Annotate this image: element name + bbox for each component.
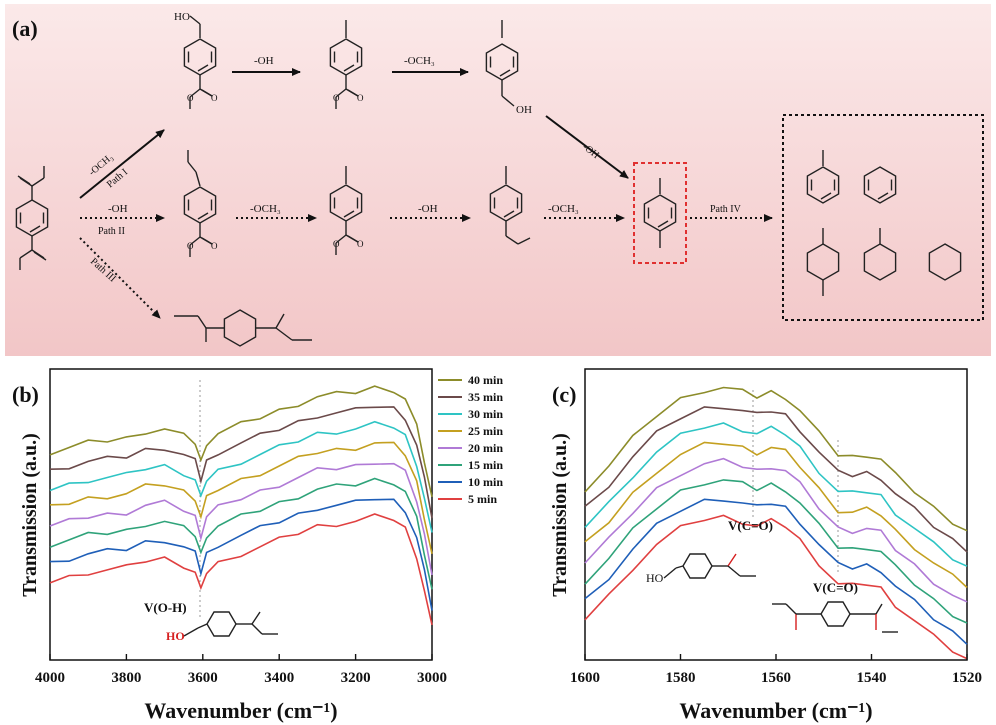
legend-label-15-min: 15 min	[468, 458, 503, 472]
panel-b-series-20-min	[49, 462, 433, 576]
step-row1-och3: -OCH₃	[404, 55, 435, 67]
panel-c-series-25-min	[584, 441, 968, 589]
step-row1-oh: -OH	[254, 55, 274, 67]
panel-c-y-axis-label: Transmission (a.u.)	[549, 433, 571, 597]
methyl-methoxymethylbenzoate-molecule	[183, 150, 219, 258]
panel-b-label: (b)	[12, 382, 39, 407]
panel-c-series-35-min	[584, 406, 968, 553]
panel-b-tick-label-3400: 3400	[264, 670, 294, 686]
panel-b-series-30-min	[49, 420, 433, 533]
methylbenzyl-alcohol-molecule: OH	[485, 20, 532, 116]
methyl-toluate-molecule-2	[329, 166, 365, 256]
reaction-arrows	[79, 68, 773, 319]
panel-b-series-10-min	[49, 498, 433, 611]
time-legend: 40 min 35 min 30 min 25 min 20 min 15 min 10 m…	[438, 373, 503, 506]
svg-text:OH: OH	[516, 104, 532, 116]
panel-b-tick-label-4000: 4000	[35, 670, 65, 686]
panel-a-background	[5, 4, 991, 356]
panel-b-series-5-min	[49, 513, 433, 626]
step-row2-och3: -OCH₃	[250, 203, 281, 215]
panel-c-tick-label-1520: 1520	[952, 670, 982, 686]
panel-c-tick-label-1580: 1580	[666, 670, 696, 686]
panel-b-series	[49, 385, 433, 626]
panel-c-tick-label-1540: 1540	[857, 670, 887, 686]
panel-c-tick-label-1560: 1560	[761, 670, 791, 686]
panel-c-series-5-min	[584, 514, 968, 660]
svg-text:HO: HO	[174, 11, 190, 23]
panel-b-y-axis-label: Transmission (a.u.)	[19, 433, 41, 597]
step-path2-oh: -OH	[108, 203, 128, 215]
step-row2-och3-b: -OCH₃	[548, 203, 579, 215]
step-path4-name: Path IV	[710, 204, 742, 215]
cyclohexane-dicarboxylate-molecule	[174, 309, 312, 347]
methylbenzyl-methyl-ether-molecule	[489, 166, 531, 245]
panel-c-molecule-2	[772, 601, 898, 633]
arrow-path1	[79, 129, 165, 199]
panel-b-series-35-min	[49, 406, 433, 519]
panel-b-oh-annotation: V(O-H)	[144, 600, 187, 615]
panel-b-molecule: HO	[166, 611, 278, 643]
panel-b-x-ticks: 4000 3800 3600 3400 3200 3000	[35, 654, 447, 686]
p-xylene-molecule	[643, 178, 677, 248]
products-box	[782, 114, 984, 321]
panel-c-co-annotation-1: V(C=O)	[728, 518, 773, 533]
panel-c-series	[584, 386, 968, 660]
panel-c-molecule-1: HO	[646, 553, 756, 585]
dimethylcyclohexane-molecule	[806, 228, 840, 296]
svg-text:HO: HO	[646, 571, 664, 585]
toluene-molecule	[806, 150, 840, 204]
legend-label-40-min: 40 min	[468, 373, 503, 387]
step-row2-oh: -OH	[418, 203, 438, 215]
dimethyl-terephthalate-molecule	[15, 166, 49, 270]
legend-label-30-min: 30 min	[468, 407, 503, 421]
panel-b-series-25-min	[49, 441, 433, 554]
legend-label-10-min: 10 min	[468, 475, 503, 489]
panel-c-series-40-min	[584, 386, 968, 532]
panel-b-series-15-min	[49, 477, 433, 590]
panel-b-series-40-min	[49, 385, 433, 498]
panel-c-x-ticks: 1600 1580 1560 1540 1520	[570, 654, 982, 686]
arrow-path3	[79, 237, 161, 319]
panel-c-label: (c)	[552, 382, 576, 407]
legend-label-35-min: 35 min	[468, 390, 503, 404]
step-path2-name: Path II	[98, 226, 125, 237]
panel-b-tick-label-3000: 3000	[417, 670, 447, 686]
methyl-hydroxymethylbenzoate-molecule: HO	[174, 11, 219, 110]
methylcyclohexane-molecule	[863, 228, 897, 281]
panel-c-tick-label-1600: 1600	[570, 670, 600, 686]
panel-b-x-axis-label: Wavenumber (cm⁻¹)	[144, 698, 337, 723]
panel-c-series-30-min	[584, 422, 968, 567]
legend-label-20-min: 20 min	[468, 441, 503, 455]
panel-c-series-15-min	[584, 479, 968, 624]
panel-a-label: (a)	[12, 16, 38, 41]
methyl-toluate-molecule	[329, 20, 365, 110]
panel-b-tick-label-3800: 3800	[111, 670, 141, 686]
panel-b-tick-label-3200: 3200	[341, 670, 371, 686]
arrow-diagonal-oh	[545, 115, 629, 179]
legend-label-25-min: 25 min	[468, 424, 503, 438]
p-xylene-highlight-box	[633, 162, 687, 264]
svg-text:HO: HO	[166, 629, 185, 643]
panel-c-series-10-min	[584, 498, 968, 645]
legend-label-5-min: 5 min	[468, 492, 497, 506]
panel-b-tick-label-3600: 3600	[188, 670, 218, 686]
panel-c-co-annotation-2: V(C=O)	[813, 580, 858, 595]
panel-c-series-20-min	[584, 457, 968, 603]
panel-c-x-axis-label: Wavenumber (cm⁻¹)	[679, 698, 872, 723]
